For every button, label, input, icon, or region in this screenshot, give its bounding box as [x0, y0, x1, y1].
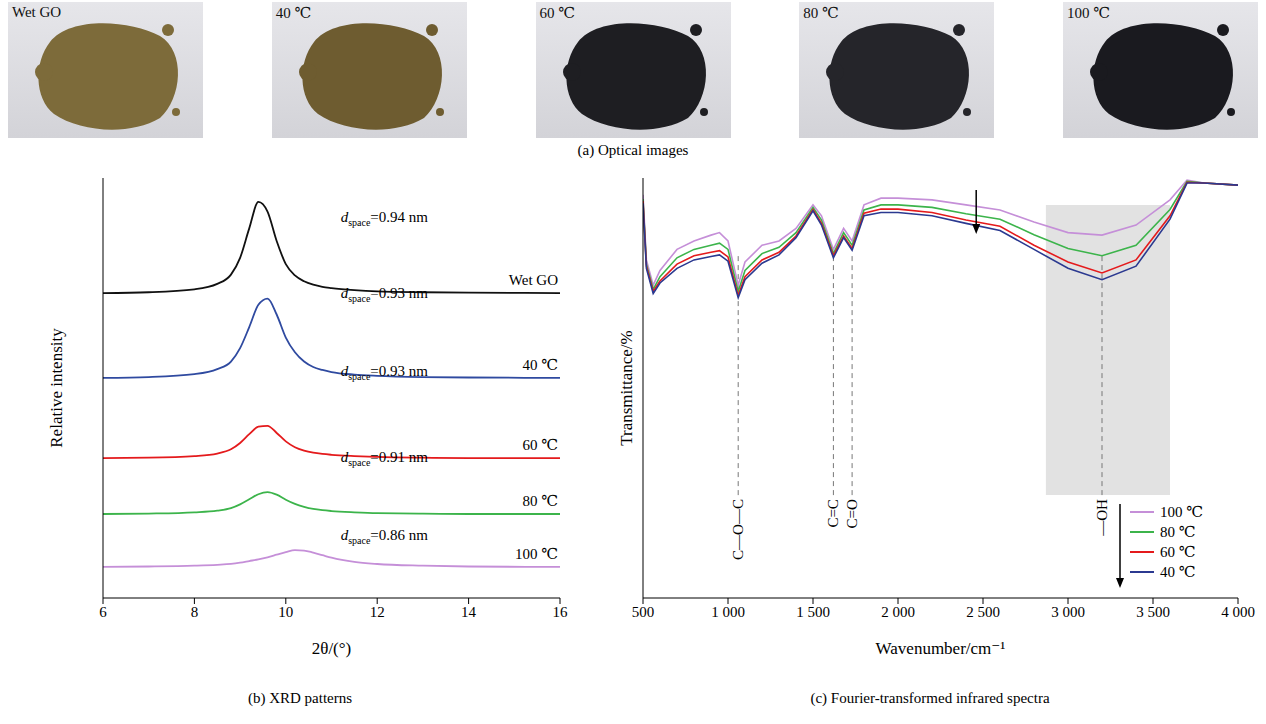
html-text:100 ℃: 100 ℃ [1067, 5, 1110, 21]
svg-text:dspace=0.93 nm: dspace=0.93 nm [341, 285, 429, 304]
svg-text:6: 6 [99, 604, 107, 620]
svg-text:1 500: 1 500 [796, 604, 830, 620]
svg-text:2 000: 2 000 [881, 604, 915, 620]
svg-text:500: 500 [632, 604, 655, 620]
svg-text:C=C: C=C [825, 499, 841, 527]
html-text:80 ℃: 80 ℃ [1160, 524, 1196, 540]
svg-text:3 000: 3 000 [1051, 604, 1085, 620]
svg-text:14: 14 [461, 604, 477, 620]
html-text:40 ℃: 40 ℃ [1160, 564, 1196, 580]
svg-text:16: 16 [553, 604, 569, 620]
svg-text:8: 8 [191, 604, 199, 620]
svg-text:60 ℃: 60 ℃ [522, 437, 558, 453]
svg-text:C=O: C=O [844, 499, 860, 528]
svg-text:Relative intensity: Relative intensity [47, 328, 66, 448]
html-text:40 ℃: 40 ℃ [275, 5, 312, 21]
svg-text:dspace=0.91 nm: dspace=0.91 nm [341, 449, 429, 468]
html-text:100 ℃: 100 ℃ [1160, 504, 1203, 520]
svg-text:dspace=0.93 nm: dspace=0.93 nm [341, 363, 429, 382]
html-text:80 ℃: 80 ℃ [803, 5, 839, 21]
svg-text:Wet GO: Wet GO [509, 272, 558, 288]
html-text:60 ℃: 60 ℃ [539, 5, 575, 21]
svg-text:12: 12 [370, 604, 385, 620]
html-text:Wet GO: Wet GO [12, 4, 62, 20]
html-text:(a) Optical images: (a) Optical images [577, 142, 689, 158]
svg-text:dspace=0.86 nm: dspace=0.86 nm [341, 527, 429, 546]
html-text:(c) Fourier-transformed infrar: (c) Fourier-transformed infrared spectra [810, 690, 1050, 706]
svg-text:4 000: 4 000 [1221, 604, 1255, 620]
svg-text:2 500: 2 500 [966, 604, 1000, 620]
html-text:(b) XRD patterns: (b) XRD patterns [247, 690, 353, 706]
svg-text:dspace=0.94 nm: dspace=0.94 nm [341, 209, 429, 228]
svg-text:1 000: 1 000 [711, 604, 745, 620]
svg-text:40 ℃: 40 ℃ [522, 357, 558, 373]
svg-text:10: 10 [278, 604, 293, 620]
svg-text:2θ/(°): 2θ/(°) [312, 639, 352, 658]
svg-text:100 ℃: 100 ℃ [515, 546, 558, 562]
svg-text:3 500: 3 500 [1136, 604, 1170, 620]
html-text:60 ℃: 60 ℃ [1160, 544, 1196, 560]
svg-text:—OH: —OH [1094, 499, 1110, 537]
svg-text:Transmittance/%: Transmittance/% [617, 330, 636, 446]
svg-text:C—O—C: C—O—C [730, 499, 746, 560]
svg-text:80 ℃: 80 ℃ [522, 493, 558, 509]
svg-text:Wavenumber/cm⁻¹: Wavenumber/cm⁻¹ [876, 639, 1006, 658]
